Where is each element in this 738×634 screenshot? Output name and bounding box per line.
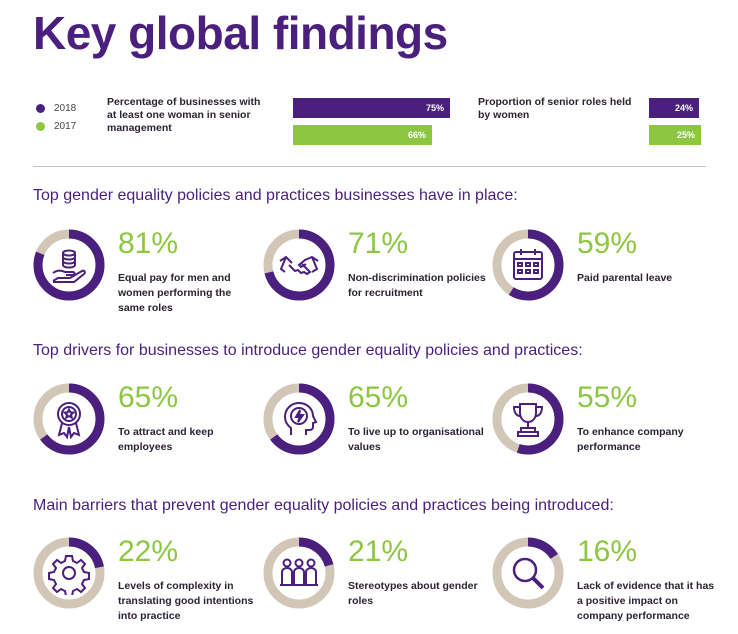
trophy-icon bbox=[512, 403, 544, 437]
bar-value-women-in-management-2017: 66% bbox=[407, 130, 426, 140]
finding-description: Non-discrimination policies for recruitm… bbox=[348, 272, 486, 299]
section-title-barriers: Main barriers that prevent gender equali… bbox=[33, 497, 614, 514]
finding-description: Equal pay for men and women performing t… bbox=[118, 272, 232, 314]
finding-description: To live up to organisational values bbox=[348, 426, 484, 453]
finding-description: Paid parental leave bbox=[577, 272, 673, 284]
head-lightning-icon bbox=[283, 401, 318, 435]
calendar-icon bbox=[513, 249, 543, 280]
section-title-policies: Top gender equality policies and practic… bbox=[33, 187, 518, 204]
ring-chart bbox=[492, 229, 564, 301]
bar-women-in-management-2018: 75% bbox=[293, 98, 450, 118]
finding-percentage: 16% bbox=[577, 535, 638, 568]
finding-percentage: 65% bbox=[118, 381, 179, 414]
ring-chart bbox=[263, 229, 335, 301]
ring-progress-arc bbox=[263, 383, 335, 455]
metric-label-women-in-management: Percentage of businesses with at least o… bbox=[107, 96, 261, 134]
legend-dot-2017 bbox=[36, 121, 45, 131]
finding-percentage: 81% bbox=[118, 227, 179, 260]
finding-stereotypes: 21% Stereotypes about gender roles bbox=[263, 535, 493, 627]
finding-attract-employees: 65% To attract and keep employees bbox=[33, 381, 263, 473]
finding-description: Levels of complexity in translating good… bbox=[118, 580, 254, 622]
coins-hand-icon bbox=[52, 249, 86, 283]
ring-progress-arc bbox=[263, 537, 335, 609]
finding-equal-pay: 81% Equal pay for men and women performi… bbox=[33, 227, 263, 319]
divider bbox=[33, 166, 706, 167]
ring-progress-arc bbox=[33, 537, 105, 609]
finding-complexity: 22% Levels of complexity in translating … bbox=[33, 535, 263, 627]
section-title-drivers: Top drivers for businesses to introduce … bbox=[33, 342, 583, 359]
bar-senior-roles-2017: 25% bbox=[649, 125, 701, 145]
finding-percentage: 71% bbox=[348, 227, 409, 260]
bar-value-senior-roles-2017: 25% bbox=[676, 130, 695, 140]
finding-parental-leave: 59% Paid parental leave bbox=[492, 227, 722, 319]
finding-company-performance: 55% To enhance company performance bbox=[492, 381, 722, 473]
finding-percentage: 21% bbox=[348, 535, 409, 568]
legend: 2018 2017 bbox=[36, 99, 76, 135]
people-group-icon bbox=[280, 558, 318, 586]
bar-women-in-management-2017: 66% bbox=[293, 125, 432, 145]
ring-chart bbox=[263, 537, 335, 609]
finding-organisational-values: 65% To live up to organisational values bbox=[263, 381, 493, 473]
finding-percentage: 65% bbox=[348, 381, 409, 414]
ring-progress-arc bbox=[492, 229, 564, 301]
ring-chart bbox=[33, 537, 105, 609]
ring-progress-arc bbox=[492, 383, 564, 455]
finding-lack-of-evidence: 16% Lack of evidence that it has a posit… bbox=[492, 535, 722, 627]
bar-value-women-in-management-2018: 75% bbox=[425, 103, 444, 113]
award-ribbon-icon bbox=[57, 402, 81, 440]
bar-value-senior-roles-2018: 24% bbox=[674, 103, 693, 113]
finding-percentage: 55% bbox=[577, 381, 638, 414]
ring-chart bbox=[263, 383, 335, 455]
magnifier-icon bbox=[512, 557, 545, 590]
legend-label-2017: 2017 bbox=[54, 120, 77, 132]
ring-chart bbox=[33, 229, 105, 301]
legend-dot-2018 bbox=[36, 103, 45, 113]
legend-label-2018: 2018 bbox=[54, 102, 77, 114]
ring-chart bbox=[33, 383, 105, 455]
page-title: Key global findings bbox=[33, 7, 448, 59]
finding-non-discrimination: 71% Non-discrimination policies for recr… bbox=[263, 227, 493, 319]
finding-description: Lack of evidence that it has a positive … bbox=[577, 580, 715, 622]
gear-icon bbox=[48, 555, 90, 595]
ring-chart bbox=[492, 537, 564, 609]
bar-senior-roles-2018: 24% bbox=[649, 98, 699, 118]
metric-label-senior-roles: Proportion of senior roles held by women bbox=[478, 96, 632, 121]
ring-chart bbox=[492, 383, 564, 455]
ring-progress-arc bbox=[492, 537, 564, 609]
handshake-icon bbox=[279, 255, 319, 276]
finding-description: To attract and keep employees bbox=[118, 426, 214, 453]
legend-item-2017: 2017 bbox=[36, 117, 76, 135]
finding-percentage: 22% bbox=[118, 535, 179, 568]
ring-progress-arc bbox=[33, 229, 105, 301]
ring-progress-arc bbox=[263, 229, 335, 301]
finding-description: Stereotypes about gender roles bbox=[348, 580, 478, 607]
finding-description: To enhance company performance bbox=[577, 426, 684, 453]
ring-progress-arc bbox=[33, 383, 105, 455]
finding-percentage: 59% bbox=[577, 227, 638, 260]
legend-item-2018: 2018 bbox=[36, 99, 76, 117]
